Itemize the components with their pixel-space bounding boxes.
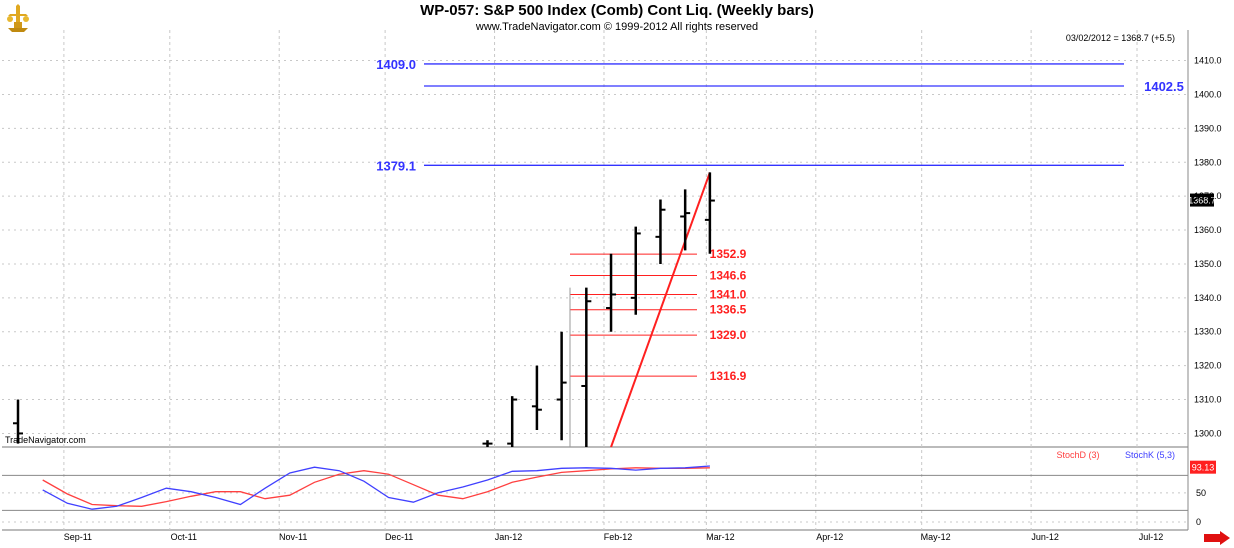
stochastic-tick-label: 0 — [1196, 517, 1201, 527]
stochastic-value-tag-box — [1190, 460, 1216, 474]
y-tick-label: 1340.0 — [1194, 293, 1222, 303]
ohlc-bar — [13, 399, 23, 444]
retracement-level-label: 1352.9 — [710, 247, 747, 261]
retracement-level-label: 1346.6 — [710, 268, 747, 282]
y-tick-label: 1330.0 — [1194, 327, 1222, 337]
y-tick-label: 1310.0 — [1194, 395, 1222, 405]
ohlc-bar — [531, 365, 542, 431]
y-tick-label: 1390.0 — [1194, 123, 1222, 133]
retracement-level-label: 1316.9 — [710, 369, 747, 383]
scroll-right-arrow-icon[interactable] — [1204, 531, 1230, 545]
y-tick-label: 1350.0 — [1194, 259, 1222, 269]
y-tick-label: 1370.0 — [1194, 191, 1222, 201]
ohlc-bar — [556, 331, 567, 441]
price-panel: 03/02/2012 = 1368.7 (+5.5) TradeNavigator… — [5, 33, 1216, 448]
ohlc-bar — [630, 226, 641, 315]
y-tick-label: 1360.0 — [1194, 225, 1222, 235]
x-tick-label: Apr-12 — [816, 532, 843, 542]
ohlc-bar — [680, 189, 691, 251]
ohlc-bar — [581, 287, 592, 447]
stochastic-value-tag-text: 93.13 — [1192, 463, 1215, 473]
x-tick-label: Jul-12 — [1139, 532, 1164, 542]
blue-level-label: 1409.0 — [376, 57, 416, 72]
stochastic-panel: StochD (3) StochK (5,3) 93.13 — [42, 450, 1216, 510]
retracement-level-label: 1336.5 — [710, 303, 747, 317]
ohlc-bar — [482, 440, 493, 447]
ohlc-bar — [704, 172, 715, 254]
retracement-level-label: 1341.0 — [710, 287, 747, 301]
blue-level-label: 1379.1 — [376, 158, 416, 173]
legend-stochk: StochK (5,3) — [1125, 450, 1175, 460]
x-tick-label: Feb-12 — [604, 532, 633, 542]
chart-title: WP-057: S&P 500 Index (Comb) Cont Liq. (… — [420, 2, 814, 19]
stochastic-series-line — [42, 465, 710, 510]
chart-subtitle: www.TradeNavigator.com © 1999-2012 All r… — [475, 21, 759, 33]
x-tick-label: Oct-11 — [171, 532, 197, 542]
stochastic-series-line — [42, 467, 710, 507]
y-tick-label: 1300.0 — [1194, 428, 1222, 438]
grid-layer — [2, 30, 1189, 531]
trade-navigator-logo-icon — [2, 2, 34, 34]
y-tick-label: 1380.0 — [1194, 157, 1222, 167]
y-tick-label: 1400.0 — [1194, 89, 1222, 99]
trend-line — [610, 172, 711, 448]
blue-level-label: 1402.5 — [1144, 79, 1184, 94]
x-tick-label: May-12 — [921, 532, 951, 542]
x-tick-label: Dec-11 — [385, 532, 413, 542]
watermark-text: TradeNavigator.com — [5, 435, 86, 445]
x-tick-label: Sep-11 — [64, 532, 92, 542]
last-price-tag-box — [1190, 193, 1214, 207]
last-price-tag-text: 1368.7 — [1188, 196, 1216, 206]
x-tick-label: Jun-12 — [1031, 532, 1059, 542]
stochastic-tick-label: 50 — [1196, 488, 1206, 498]
ohlc-bar — [655, 199, 666, 264]
y-tick-label: 1320.0 — [1194, 361, 1222, 371]
axis-layer: Sep-11 Oct-11 Nov-11 Dec-11 Jan-12 Feb-12 Mar-… — [64, 56, 1222, 542]
retracement-level-label: 1329.0 — [710, 328, 747, 342]
last-price-info: 03/02/2012 = 1368.7 (+5.5) — [1066, 33, 1175, 43]
legend-stochd: StochD (3) — [1056, 450, 1099, 460]
ohlc-bar — [507, 396, 518, 447]
x-tick-label: Nov-11 — [279, 532, 307, 542]
x-tick-label: Mar-12 — [706, 532, 735, 542]
ohlc-bar — [606, 253, 617, 332]
x-tick-label: Jan-12 — [495, 532, 523, 542]
y-tick-label: 1410.0 — [1194, 56, 1222, 66]
